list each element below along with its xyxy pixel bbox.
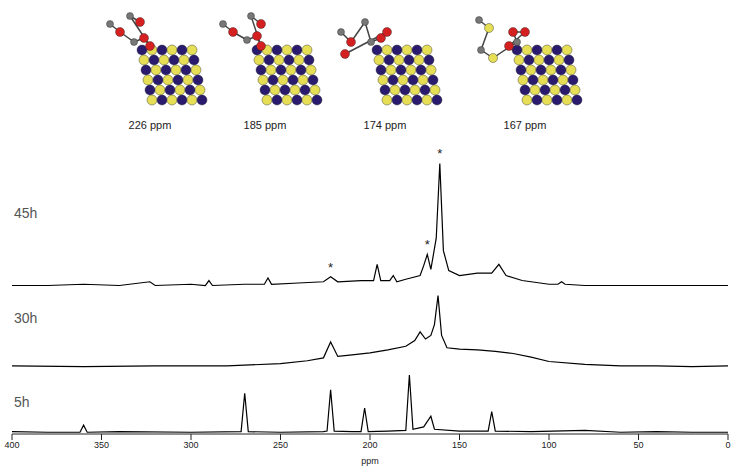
- html-text:174 ppm: 174 ppm: [363, 119, 407, 131]
- svg-text:0: 0: [725, 440, 730, 450]
- svg-text:200: 200: [362, 440, 377, 450]
- svg-text:100: 100: [541, 440, 556, 450]
- html-text:5h: 5h: [14, 394, 30, 410]
- html-text:185 ppm: 185 ppm: [243, 119, 287, 131]
- svg-text:350: 350: [94, 440, 109, 450]
- svg-text:*: *: [425, 237, 430, 252]
- svg-text:*: *: [328, 260, 333, 275]
- svg-text:250: 250: [273, 440, 288, 450]
- svg-text:50: 50: [633, 440, 643, 450]
- svg-text:*: *: [437, 146, 442, 161]
- svg-text:150: 150: [452, 440, 467, 450]
- html-text:226 ppm: 226 ppm: [128, 119, 172, 131]
- svg-text:400: 400: [4, 440, 19, 450]
- svg-text:ppm: ppm: [361, 456, 379, 466]
- html-text:45h: 45h: [14, 205, 38, 221]
- svg-text:300: 300: [183, 440, 198, 450]
- html-text:30h: 30h: [14, 310, 38, 326]
- html-text:167 ppm: 167 ppm: [503, 119, 547, 131]
